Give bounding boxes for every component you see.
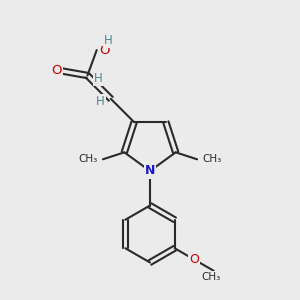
Text: H: H bbox=[104, 34, 112, 47]
Text: O: O bbox=[189, 253, 199, 266]
Text: O: O bbox=[100, 44, 110, 57]
Text: H: H bbox=[96, 95, 105, 108]
Text: O: O bbox=[51, 64, 62, 77]
Text: N: N bbox=[145, 164, 155, 178]
Text: H: H bbox=[94, 72, 102, 85]
Text: CH₃: CH₃ bbox=[78, 154, 98, 164]
Text: CH₃: CH₃ bbox=[201, 272, 220, 282]
Text: CH₃: CH₃ bbox=[202, 154, 222, 164]
